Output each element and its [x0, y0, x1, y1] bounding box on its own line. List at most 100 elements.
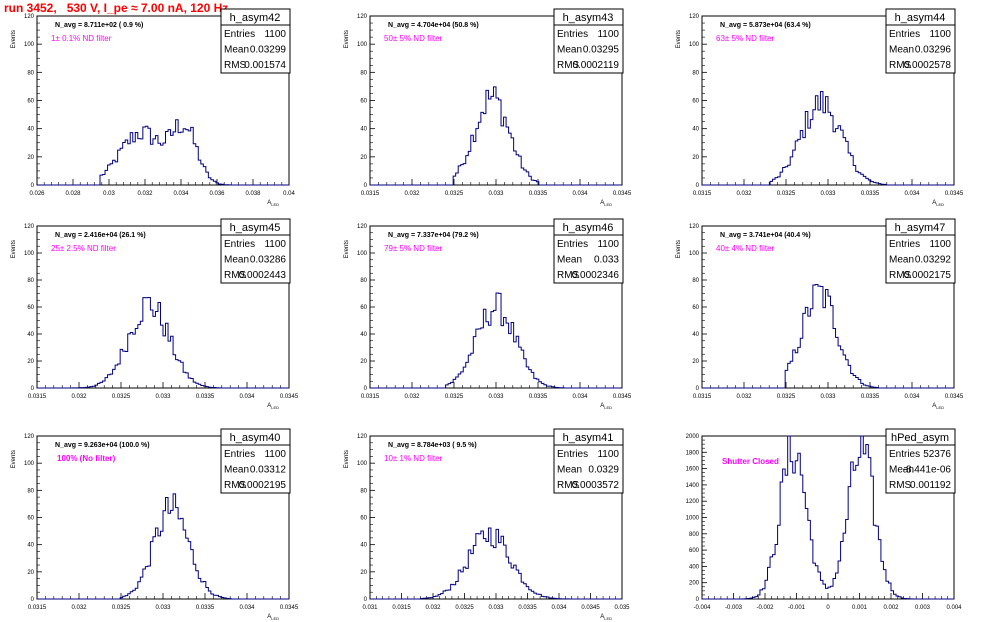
stat-value-rms: 0.0002578: [904, 60, 952, 71]
x-axis-title-subscript: LED: [604, 616, 612, 621]
x-tick-label: 0.033: [155, 394, 171, 400]
x-tick-label: 0.035: [614, 605, 630, 611]
x-tick-label: 0.0325: [112, 394, 131, 400]
x-tick-label: 0.002: [883, 605, 899, 611]
x-tick-label: 0.0315: [361, 394, 380, 400]
stat-key-rms: RMS: [889, 60, 912, 71]
x-axis-title: ALED: [600, 200, 612, 207]
x-tick-label: 0.032: [71, 394, 87, 400]
x-tick-label: 0.0345: [613, 191, 632, 197]
stats-box: [220, 8, 291, 74]
x-tick-label: 0.0335: [529, 394, 548, 400]
y-tick-label: 100: [357, 251, 368, 257]
stat-value-rms: 0.0002119: [572, 60, 619, 71]
y-tick-label: 0: [696, 183, 700, 189]
histogram-panel-hPed_asym: 0 200 400 600 800 1000 1200 1400 1600 1800 2000 -0.…: [686, 428, 962, 611]
stat-key-entries: Entries: [224, 29, 255, 40]
stat-key-entries: Entries: [224, 239, 255, 250]
histogram-line: [702, 435, 954, 600]
x-tick-label: 0.033: [488, 605, 504, 611]
stat-key-rms: RMS: [557, 270, 580, 281]
y-tick-label: 40: [692, 127, 699, 133]
stat-value-rms: 0.0003572: [572, 480, 620, 491]
x-tick-label: 0.0315: [28, 394, 47, 400]
y-tick-label: 120: [357, 434, 368, 440]
y-tick-label: 0: [364, 597, 368, 603]
histogram-panel-h_asym41: 0 20 40 60 80 100 120 0.031 0.0315 0.032 0.0325 0.0…: [344, 428, 630, 621]
x-tick-label: 0.0325: [112, 605, 131, 611]
x-tick-label: 0.031: [362, 605, 378, 611]
y-tick-label: 120: [357, 224, 368, 230]
stats-box: [220, 428, 291, 494]
x-tick-label: 0.0325: [777, 394, 796, 400]
stat-value-mean: 0.03286: [250, 255, 287, 266]
x-axis-title-subscript: LED: [604, 405, 612, 410]
x-tick-label: 0.0315: [361, 191, 380, 197]
histogram-name: h_asym43: [563, 12, 614, 24]
y-tick-label: 100: [689, 42, 700, 48]
y-tick-label: 60: [27, 516, 34, 522]
x-tick-label: 0.026: [29, 191, 45, 197]
x-tick-label: 0.0335: [861, 394, 880, 400]
stat-value-mean: 0.03312: [250, 465, 287, 476]
navg-label: N_avg = 9.263e+04 (100.0 %): [55, 442, 150, 449]
filter-annotation: Shutter Closed: [722, 457, 779, 466]
histogram-line: [370, 86, 622, 186]
histogram-line: [702, 284, 954, 389]
y-tick-label: 20: [27, 570, 34, 576]
stat-value-mean: 0.03296: [915, 45, 952, 56]
stat-value-rms: 0.001574: [244, 60, 286, 71]
stat-key-entries: Entries: [224, 449, 255, 460]
y-tick-label: 0: [696, 597, 700, 603]
x-axis-title: ALED: [932, 200, 944, 207]
stat-key-rms: RMS: [224, 480, 247, 491]
x-tick-label: 0.038: [245, 191, 261, 197]
x-tick-label: 0.034: [239, 605, 255, 611]
stat-key-rms: RMS: [889, 270, 912, 281]
histogram-name: hPed_asym: [891, 432, 949, 444]
x-tick-label: 0.033: [820, 191, 836, 197]
x-tick-label: 0.034: [572, 394, 588, 400]
x-axis-title: ALED: [932, 403, 944, 410]
y-tick-label: 20: [692, 359, 699, 365]
histogram-name: h_asym42: [230, 12, 281, 24]
x-tick-label: 0.0315: [28, 605, 47, 611]
x-tick-label: 0.001: [852, 605, 868, 611]
y-tick-label: 40: [27, 332, 34, 338]
y-tick-label: 80: [27, 488, 34, 494]
y-tick-label: 120: [24, 224, 35, 230]
histogram-line: [702, 91, 954, 186]
y-tick-label: 20: [360, 155, 367, 161]
histogram-name: h_asym44: [895, 12, 946, 24]
y-tick-label: 120: [689, 14, 700, 20]
stat-value-entries: 1100: [264, 29, 286, 40]
x-tick-label: 0.033: [488, 394, 504, 400]
x-tick-label: 0.032: [71, 605, 87, 611]
y-tick-label: 2000: [686, 434, 700, 440]
stat-key-mean: Mean: [889, 255, 914, 266]
y-tick-label: 60: [692, 99, 699, 105]
x-tick-label: 0.04: [283, 191, 295, 197]
stat-key-mean: Mean: [889, 465, 914, 476]
y-tick-label: 20: [27, 359, 34, 365]
x-tick-label: 0.03: [103, 191, 115, 197]
y-tick-label: 20: [360, 359, 367, 365]
x-tick-label: 0.0335: [196, 394, 215, 400]
x-tick-label: 0.034: [572, 191, 588, 197]
x-tick-label: 0.0335: [196, 605, 215, 611]
x-axis-title: ALED: [267, 403, 279, 410]
y-axis-title: Events: [676, 30, 682, 48]
x-tick-label: 0.0335: [861, 191, 880, 197]
x-axis-title: ALED: [267, 614, 279, 621]
x-tick-label: 0.0335: [529, 191, 548, 197]
filter-annotation: 40± 4% ND filter: [716, 244, 775, 253]
x-tick-label: 0.032: [736, 191, 752, 197]
y-tick-label: 0: [364, 386, 368, 392]
y-tick-label: 100: [689, 251, 700, 257]
x-tick-label: -0.003: [725, 605, 743, 611]
y-tick-label: 1400: [686, 483, 700, 489]
histogram-name: h_asym45: [230, 222, 281, 234]
navg-label: N_avg = 5.873e+04 (63.4 %): [720, 22, 811, 29]
y-tick-label: 120: [24, 434, 35, 440]
x-tick-label: 0.032: [736, 394, 752, 400]
